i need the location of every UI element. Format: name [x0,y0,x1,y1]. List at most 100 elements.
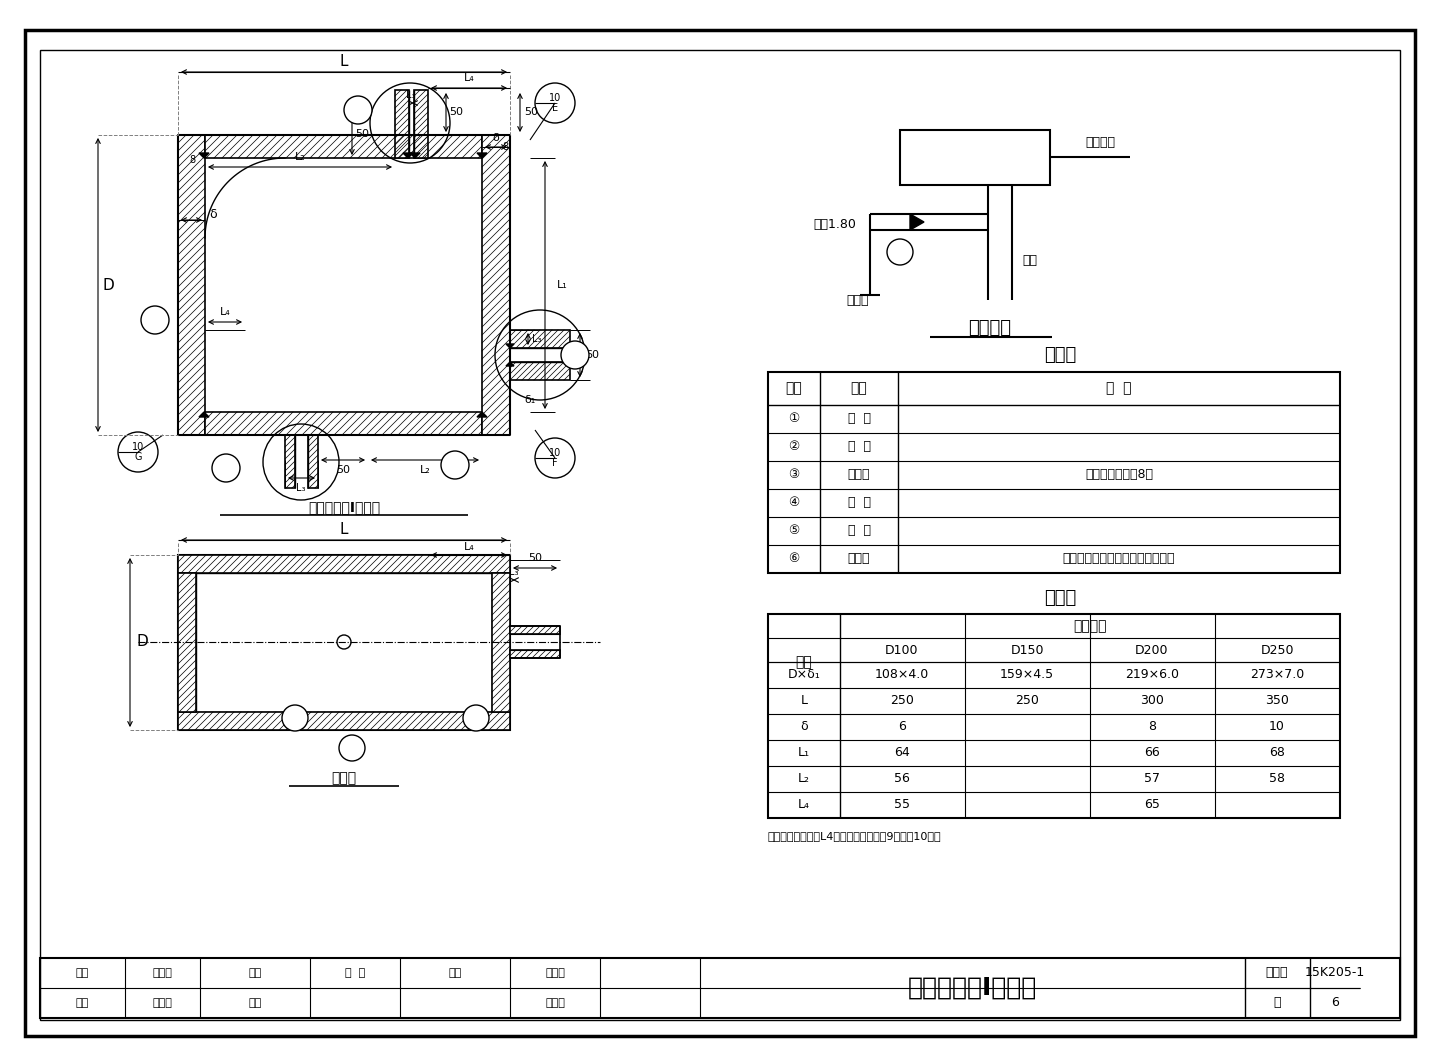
Text: 57: 57 [1143,773,1161,786]
Text: 50: 50 [356,129,369,139]
Text: L₄: L₄ [220,306,230,317]
Circle shape [338,735,364,761]
Polygon shape [477,412,487,417]
Text: ②: ② [150,315,160,325]
Text: 签名: 签名 [75,998,89,1008]
Text: 设计: 设计 [448,968,462,978]
Polygon shape [199,153,209,158]
Circle shape [441,451,469,479]
Text: 350: 350 [1266,695,1289,707]
Bar [204,135,482,158]
Text: 8: 8 [503,142,508,152]
Text: 58: 58 [1269,773,1284,786]
Text: 放气管: 放气管 [847,294,870,306]
Text: 田志叶: 田志叶 [546,968,564,978]
Text: δ: δ [209,208,217,222]
Text: 立管: 立管 [1022,253,1037,267]
Text: 64: 64 [894,747,910,759]
Circle shape [344,96,372,124]
Circle shape [536,83,575,123]
Text: ②: ② [788,440,799,454]
Text: δ: δ [492,133,500,143]
Text: ⑤: ⑤ [788,524,799,538]
Text: 50: 50 [336,465,350,475]
Text: 卧式集气罐Ⅰ型总图: 卧式集气罐Ⅰ型总图 [308,500,380,514]
Text: δ₁: δ₁ [524,395,536,405]
Text: ③: ③ [289,713,300,723]
Text: 尺寸: 尺寸 [796,655,812,669]
Text: 距地1.80: 距地1.80 [814,219,857,231]
Text: δ: δ [801,721,808,733]
Text: E: E [552,103,559,113]
Text: D150: D150 [1011,643,1044,657]
Text: ④: ④ [570,350,580,360]
Text: 内向: 内向 [248,998,262,1008]
Text: L₄: L₄ [464,542,474,552]
Bar [510,626,560,634]
Text: L: L [340,54,348,69]
Text: L₂: L₂ [295,152,305,162]
Text: 8: 8 [1148,721,1156,733]
Text: 名称: 名称 [851,381,867,395]
Text: ③: ③ [353,105,363,115]
Text: ④: ④ [788,497,799,509]
Bar [179,555,510,730]
Text: 接  管: 接 管 [848,524,871,538]
Text: ③: ③ [788,469,799,481]
Bar [492,573,510,712]
Bar [510,650,560,658]
Text: 10: 10 [132,442,144,452]
Text: 零件表: 零件表 [1044,346,1076,364]
Bar [204,412,482,435]
Polygon shape [477,153,487,158]
Text: 15K205-1: 15K205-1 [1305,967,1365,979]
Polygon shape [403,153,413,158]
Text: F: F [552,458,557,468]
Text: D100: D100 [886,643,919,657]
Text: L: L [340,523,348,538]
Text: L₃: L₃ [297,483,305,493]
Text: 俯视图: 俯视图 [331,771,357,784]
Bar [482,135,510,435]
Text: 56: 56 [894,773,910,786]
Text: 68: 68 [1269,747,1284,759]
Text: 10: 10 [549,93,562,103]
Text: L₁: L₁ [557,280,567,290]
Text: 水平干管: 水平干管 [1084,136,1115,150]
Bar [179,712,510,730]
Text: D: D [137,635,148,650]
Text: ⑥: ⑥ [896,247,904,257]
Text: ⑤: ⑤ [220,463,230,473]
Bar [415,90,428,158]
Circle shape [141,306,168,334]
Bar [768,372,1341,573]
Text: 10: 10 [549,448,562,458]
Text: ①: ① [449,460,459,470]
Text: 273×7.0: 273×7.0 [1250,668,1305,682]
Bar [285,435,295,488]
Text: ⑥: ⑥ [788,552,799,566]
Text: 规格型号: 规格型号 [1073,619,1107,633]
Text: D: D [102,277,114,293]
Text: 50: 50 [524,107,539,117]
Bar [40,958,1400,1018]
Text: L₃: L₃ [510,567,518,577]
Text: 10: 10 [1269,721,1284,733]
Text: 250: 250 [890,695,914,707]
Text: 300: 300 [1140,695,1164,707]
Text: 60: 60 [585,350,599,360]
Text: 材料规格详见第8页: 材料规格详见第8页 [1084,469,1153,481]
Text: 尺寸表: 尺寸表 [1044,589,1076,607]
Text: D×δ₁: D×δ₁ [788,668,821,682]
Circle shape [464,705,490,731]
Polygon shape [199,412,209,417]
Text: L₃: L₃ [406,90,416,100]
Text: 页: 页 [1273,997,1280,1009]
Text: 250: 250 [1015,695,1038,707]
Text: 备  注: 备 注 [1106,381,1132,395]
Text: 66: 66 [1145,747,1159,759]
Text: D250: D250 [1260,643,1293,657]
Text: 55: 55 [894,798,910,812]
Bar [179,555,510,573]
Bar [900,130,1050,185]
